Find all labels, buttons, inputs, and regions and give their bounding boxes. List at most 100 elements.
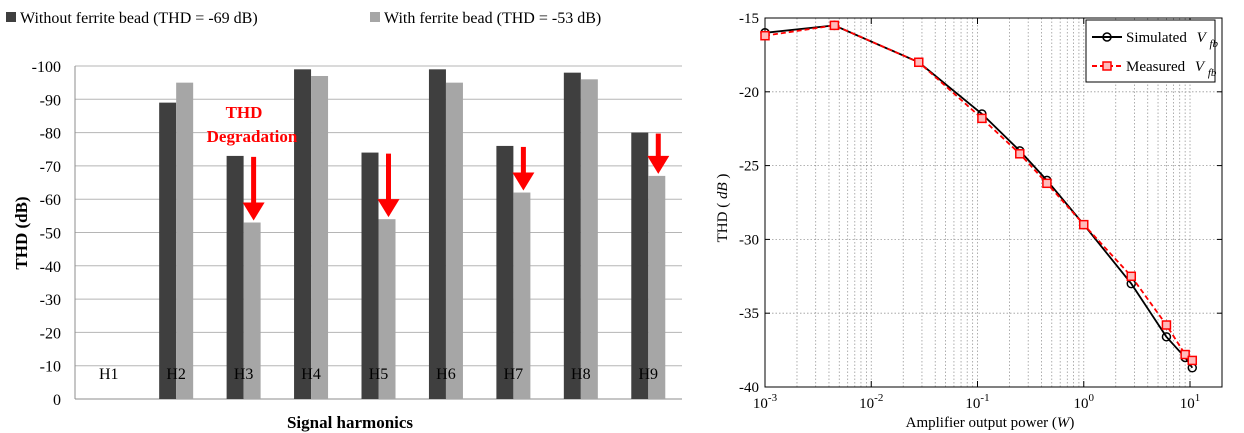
series-lines bbox=[760, 20, 1198, 373]
arrow-head bbox=[242, 202, 265, 221]
x-tick-label: 10-1 bbox=[965, 392, 989, 412]
axes bbox=[764, 17, 1223, 388]
category-label: H5 bbox=[369, 366, 389, 383]
legend-marker-measured bbox=[1102, 61, 1112, 71]
degradation-arrow bbox=[512, 146, 535, 191]
bar bbox=[311, 75, 329, 400]
x-tick-label: 10-2 bbox=[859, 392, 883, 412]
x-axis-label: Amplifier output power (W) bbox=[906, 415, 1075, 431]
legend-sub-simulated: fb bbox=[1210, 38, 1219, 50]
bar bbox=[631, 132, 649, 399]
measured-point bbox=[1079, 219, 1089, 230]
measured-point bbox=[829, 20, 840, 31]
measured-point bbox=[914, 57, 924, 68]
y-tick-label: -40 bbox=[739, 380, 759, 396]
degradation-arrow bbox=[647, 133, 670, 174]
y-axis-label: THD (dB) bbox=[12, 196, 31, 269]
y-tick-label: -80 bbox=[40, 126, 61, 143]
y-tick-label: -20 bbox=[739, 85, 759, 101]
bars bbox=[159, 69, 666, 400]
annotation-line1: THD bbox=[226, 103, 263, 122]
x-tick-label: 10-3 bbox=[753, 392, 778, 412]
measured-point bbox=[977, 113, 987, 124]
x-axis-unit: W bbox=[1057, 415, 1071, 431]
y-tick-label: -100 bbox=[32, 59, 61, 76]
legend-marker-simulated bbox=[1102, 32, 1112, 42]
bar bbox=[378, 219, 396, 399]
annotation-line2: Degradation bbox=[207, 127, 298, 146]
measured-point bbox=[760, 30, 770, 41]
y-tick-label: -10 bbox=[40, 359, 61, 376]
measured-point bbox=[1126, 271, 1137, 282]
bar bbox=[226, 155, 244, 399]
y-axis-unit: dB bbox=[715, 182, 731, 199]
y-tick-label: -40 bbox=[40, 259, 61, 276]
bar bbox=[496, 145, 514, 399]
y-tick-label: -70 bbox=[40, 159, 61, 176]
x-tick-labels: 10-3 10-2 10-1 100 101 bbox=[753, 392, 1200, 412]
bar bbox=[428, 69, 446, 399]
bar bbox=[513, 192, 531, 399]
bar bbox=[243, 222, 261, 399]
category-label: H7 bbox=[504, 366, 524, 383]
arrow-head bbox=[647, 155, 670, 174]
bar bbox=[176, 82, 194, 400]
legend-name-measured: Measured bbox=[1126, 59, 1186, 75]
y-tick-label: -90 bbox=[40, 92, 61, 109]
gridlines bbox=[765, 18, 1222, 387]
category-label: H1 bbox=[99, 366, 119, 383]
y-axis-label-text: THD bbox=[715, 211, 731, 242]
bar-chart: Without ferrite bead (THD = -69 dB) With… bbox=[6, 10, 682, 432]
degradation-arrow bbox=[242, 156, 265, 221]
legend-label-with: With ferrite bead (THD = -53 dB) bbox=[384, 10, 601, 27]
category-label: H9 bbox=[638, 366, 658, 383]
legend: Simulated V fb Measured V fb bbox=[1085, 19, 1219, 83]
legend-swatch-with bbox=[370, 12, 380, 22]
category-labels: H1 H2 H3 H4 H5 H6 H7 H8 H9 bbox=[99, 366, 658, 383]
line-chart: -40 -35 -30 -25 -20 -15 10-3 10-2 10-1 100 101 Si… bbox=[715, 11, 1223, 431]
legend-label-simulated: Simulated V fb bbox=[1126, 30, 1219, 50]
measured-point bbox=[1187, 355, 1198, 366]
x-axis-label-text: Amplifier output power bbox=[906, 415, 1048, 431]
legend-swatch-without bbox=[6, 12, 16, 22]
bar bbox=[563, 72, 581, 399]
y-tick-label: -25 bbox=[739, 159, 759, 175]
category-label: H3 bbox=[234, 366, 254, 383]
bar bbox=[445, 82, 463, 400]
plot-frame bbox=[764, 17, 1223, 388]
y-tick-labels: 0 -10 -20 -30 -40 -50 -60 -70 -80 -90 -100 bbox=[32, 59, 61, 409]
bar bbox=[580, 79, 598, 399]
x-axis-label: Signal harmonics bbox=[287, 413, 413, 432]
y-tick-label: 0 bbox=[53, 392, 61, 409]
measured-point bbox=[1042, 178, 1052, 189]
degradation-arrows bbox=[242, 133, 670, 221]
measured-point bbox=[1161, 320, 1172, 330]
y-tick-label: -30 bbox=[40, 292, 61, 309]
arrow-head bbox=[377, 199, 400, 218]
bar bbox=[361, 152, 379, 399]
y-tick-label: -15 bbox=[739, 11, 759, 27]
simulated-point bbox=[1161, 332, 1172, 342]
legend-sym-measured: V bbox=[1195, 59, 1206, 75]
y-tick-label: -30 bbox=[739, 232, 759, 248]
legend-label-measured: Measured V fb bbox=[1126, 59, 1217, 79]
y-tick-label: -20 bbox=[40, 325, 61, 342]
category-label: H8 bbox=[571, 366, 591, 383]
y-tick-labels: -40 -35 -30 -25 -20 -15 bbox=[739, 11, 759, 396]
bar bbox=[294, 69, 312, 399]
measured-point bbox=[1015, 149, 1025, 159]
legend-box bbox=[1085, 19, 1216, 83]
legend-sub-measured: fb bbox=[1208, 67, 1217, 79]
x-tick-label: 101 bbox=[1180, 392, 1201, 412]
bar bbox=[159, 102, 177, 399]
bar bbox=[648, 175, 666, 399]
y-tick-label: -60 bbox=[40, 192, 61, 209]
degradation-arrow bbox=[377, 153, 400, 218]
y-tick-label: -35 bbox=[739, 306, 759, 322]
y-tick-label: -50 bbox=[40, 226, 61, 243]
category-label: H4 bbox=[301, 366, 321, 383]
legend: Without ferrite bead (THD = -69 dB) With… bbox=[6, 10, 601, 27]
category-label: H6 bbox=[436, 366, 456, 383]
y-axis-label: THD ( dB ) bbox=[715, 174, 731, 243]
arrow-head bbox=[512, 172, 535, 191]
